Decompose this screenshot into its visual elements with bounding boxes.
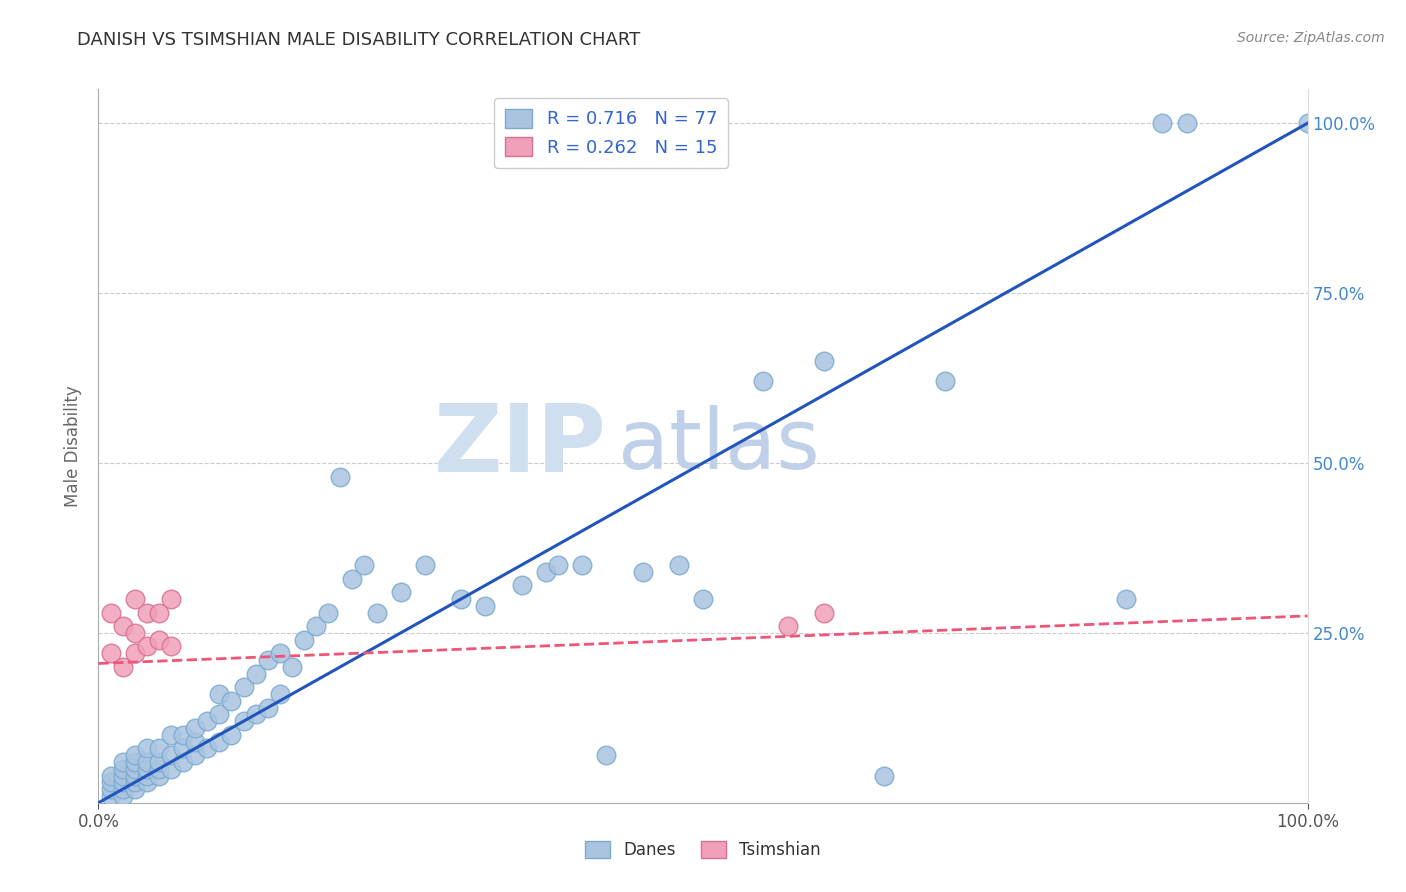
Point (450, 591, 472, 606)
Point (631, 565, 654, 579)
Point (1175, 116, 1198, 130)
Legend: Danes, Tsimshian: Danes, Tsimshian (578, 834, 828, 866)
Point (135, 741, 157, 756)
Point (111, 769, 134, 783)
Point (124, 769, 146, 783)
Point (1296, 116, 1319, 130)
Point (135, 775, 157, 789)
Point (111, 789, 134, 803)
Point (124, 755, 146, 769)
Point (111, 775, 134, 789)
Text: atlas: atlas (619, 406, 820, 486)
Point (668, 558, 690, 572)
Point (100, 646, 122, 660)
Point (172, 755, 194, 769)
Point (111, 755, 134, 769)
Point (245, 707, 267, 722)
Point (208, 707, 231, 722)
Point (172, 741, 194, 756)
Point (366, 606, 388, 620)
Point (292, 632, 315, 647)
Text: DANISH VS TSIMSHIAN MALE DISABILITY CORRELATION CHART: DANISH VS TSIMSHIAN MALE DISABILITY CORR… (77, 31, 641, 49)
Point (208, 734, 231, 748)
Point (353, 558, 375, 572)
Point (124, 782, 146, 797)
Point (135, 640, 157, 654)
Point (160, 728, 183, 742)
Point (124, 775, 146, 789)
Point (571, 558, 593, 572)
Point (221, 694, 243, 708)
Point (269, 687, 291, 701)
Point (281, 660, 304, 674)
Y-axis label: Male Disability: Male Disability (65, 385, 83, 507)
Point (934, 375, 956, 389)
Point (692, 591, 714, 606)
Point (100, 782, 122, 797)
Point (595, 748, 617, 763)
Point (813, 606, 835, 620)
Point (232, 680, 254, 694)
Point (510, 578, 533, 592)
Point (534, 565, 557, 579)
Point (135, 769, 157, 783)
Point (256, 700, 278, 714)
Point (160, 640, 183, 654)
Point (148, 762, 170, 776)
Point (135, 762, 157, 776)
Point (111, 782, 134, 797)
Point (208, 687, 231, 701)
Point (100, 769, 122, 783)
Point (111, 762, 134, 776)
Point (813, 354, 835, 368)
Point (184, 748, 207, 763)
Point (124, 591, 146, 606)
Point (232, 714, 254, 729)
Point (160, 762, 183, 776)
Point (776, 619, 799, 633)
Point (316, 606, 339, 620)
Point (124, 646, 146, 660)
Point (124, 762, 146, 776)
Point (100, 775, 122, 789)
Point (873, 769, 896, 783)
Point (1152, 116, 1174, 130)
Point (100, 789, 122, 803)
Point (221, 728, 243, 742)
Text: ZIP: ZIP (433, 400, 606, 492)
Point (124, 626, 146, 640)
Point (305, 619, 328, 633)
Point (474, 599, 496, 613)
Point (184, 734, 207, 748)
Point (111, 619, 134, 633)
Text: Source: ZipAtlas.com: Source: ZipAtlas.com (1237, 31, 1385, 45)
Point (111, 660, 134, 674)
Point (752, 375, 775, 389)
Point (389, 585, 412, 599)
Point (124, 748, 146, 763)
Point (184, 721, 207, 735)
Point (256, 653, 278, 667)
Point (148, 606, 170, 620)
Point (269, 646, 291, 660)
Point (160, 748, 183, 763)
Point (148, 755, 170, 769)
Point (148, 632, 170, 647)
Point (135, 606, 157, 620)
Point (160, 591, 183, 606)
Point (148, 769, 170, 783)
Point (172, 728, 194, 742)
Point (100, 606, 122, 620)
Point (342, 572, 364, 586)
Point (195, 741, 218, 756)
Point (1115, 591, 1137, 606)
Point (547, 558, 569, 572)
Point (245, 666, 267, 681)
Point (195, 714, 218, 729)
Point (148, 741, 170, 756)
Point (329, 469, 352, 483)
Point (413, 558, 436, 572)
Point (135, 755, 157, 769)
